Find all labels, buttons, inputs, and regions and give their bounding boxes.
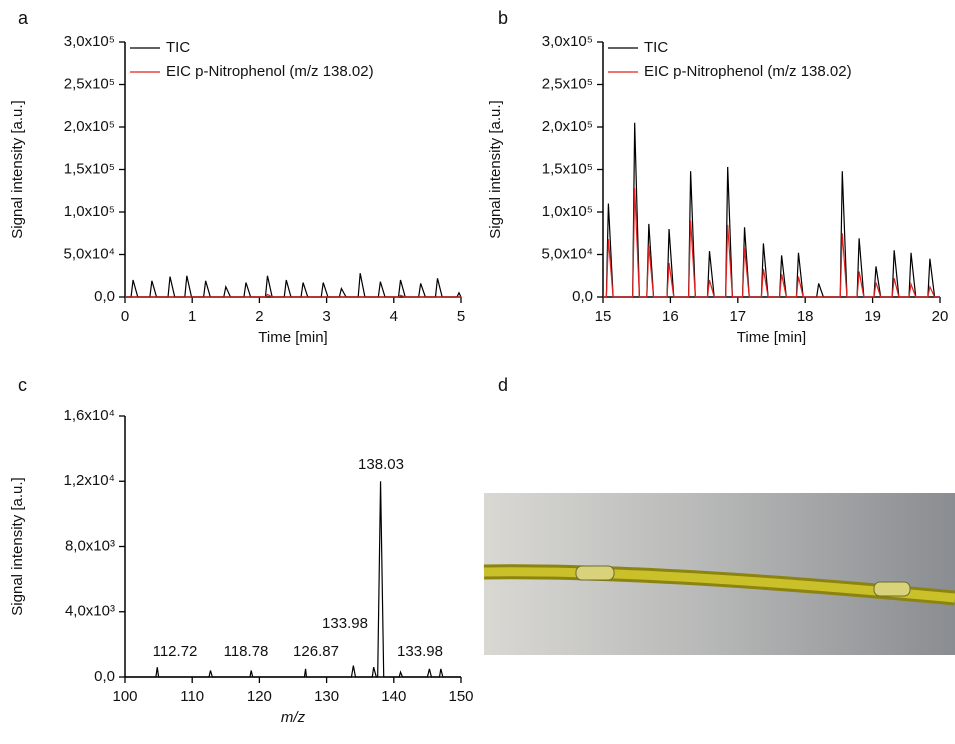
x-tick-label: 19: [864, 308, 881, 325]
x-tick-label: 5: [457, 308, 465, 325]
x-tick-label: 18: [797, 308, 814, 325]
y-tick-label: 0,0: [94, 288, 115, 305]
x-tick-label: 15: [595, 308, 612, 325]
x-axis-label: Time [min]: [737, 329, 806, 346]
series-line: [603, 188, 940, 298]
y-tick-label: 2,0x10⁵: [64, 118, 115, 135]
x-tick-label: 1: [188, 308, 196, 325]
y-tick-label: 5,0x10⁴: [64, 245, 115, 262]
y-tick-label: 2,5x10⁵: [64, 75, 115, 92]
photo: d: [483, 375, 955, 655]
droplet: [575, 565, 615, 581]
y-tick-label: 0,0: [572, 288, 593, 305]
x-tick-label: 0: [121, 308, 129, 325]
series-line: [125, 273, 462, 298]
peak-annotation: 118.78: [224, 643, 269, 660]
y-tick-label: 1,2x10⁴: [64, 472, 115, 489]
series-line: [603, 122, 940, 298]
x-tick-label: 17: [729, 308, 746, 325]
x-tick-label: 20: [932, 308, 949, 325]
x-tick-label: 100: [112, 688, 137, 705]
panel-label: a: [18, 8, 29, 28]
x-tick-label: 110: [180, 688, 204, 705]
legend-label: TIC: [166, 39, 190, 56]
peak-annotation: 112.72: [153, 643, 198, 660]
panel-label: d: [498, 375, 508, 395]
x-tick-label: 120: [247, 688, 272, 705]
y-tick-label: 1,5x10⁵: [542, 160, 593, 177]
x-tick-label: 140: [381, 688, 406, 705]
y-tick-label: 2,5x10⁵: [542, 75, 593, 92]
y-tick-label: 3,0x10⁵: [542, 33, 593, 50]
y-tick-label: 1,0x10⁵: [542, 203, 593, 220]
y-tick-label: 0,0: [94, 668, 115, 685]
series-line: [125, 293, 461, 298]
legend-label: EIC p-Nitrophenol (m/z 138.02): [166, 63, 374, 80]
chart-panel: b 0,0 5,0x10⁴ 1,0x10⁵ 1,5x10⁵ 2,0x10⁵ 2,5x10⁵ 3…: [487, 8, 948, 346]
panel-label: c: [18, 375, 27, 395]
panel-label: b: [498, 8, 508, 28]
y-tick-label: 8,0x10³: [65, 537, 115, 554]
x-tick-label: 2: [255, 308, 263, 325]
chart-panel: a 0,0 5,0x10⁴ 1,0x10⁵ 1,5x10⁵ 2,0x10⁵ 2,5x10⁵ 3…: [9, 8, 465, 346]
y-tick-label: 1,6x10⁴: [64, 407, 115, 424]
y-tick-label: 3,0x10⁵: [64, 33, 115, 50]
x-tick-label: 130: [314, 688, 339, 705]
y-axis-label: Signal intensity [a.u.]: [9, 477, 26, 615]
x-axis-label: m/z: [281, 709, 306, 726]
peak-annotation: 133.98: [322, 615, 368, 632]
peak-annotation: 126.87: [293, 643, 339, 660]
y-axis-label: Signal intensity [a.u.]: [9, 100, 26, 238]
y-tick-label: 4,0x10³: [65, 603, 115, 620]
y-tick-label: 1,5x10⁵: [64, 160, 115, 177]
legend-label: TIC: [644, 39, 668, 56]
chart-panel: c 0,0 4,0x10³ 8,0x10³ 1,2x10⁴ 1,6x10⁴ 100 110 12…: [9, 375, 474, 726]
x-tick-label: 4: [390, 308, 398, 325]
series-line: [125, 481, 461, 678]
x-axis-label: Time [min]: [258, 329, 327, 346]
droplet: [873, 581, 911, 597]
y-tick-label: 2,0x10⁵: [542, 118, 593, 135]
y-tick-label: 5,0x10⁴: [542, 245, 593, 262]
peak-annotation: 133.98: [397, 643, 443, 660]
y-axis-label: Signal intensity [a.u.]: [487, 100, 504, 238]
x-tick-label: 16: [662, 308, 679, 325]
x-tick-label: 150: [448, 688, 473, 705]
x-tick-label: 3: [322, 308, 330, 325]
peak-annotation: 138.03: [358, 456, 404, 473]
y-tick-label: 1,0x10⁵: [64, 203, 115, 220]
legend-label: EIC p-Nitrophenol (m/z 138.02): [644, 63, 852, 80]
